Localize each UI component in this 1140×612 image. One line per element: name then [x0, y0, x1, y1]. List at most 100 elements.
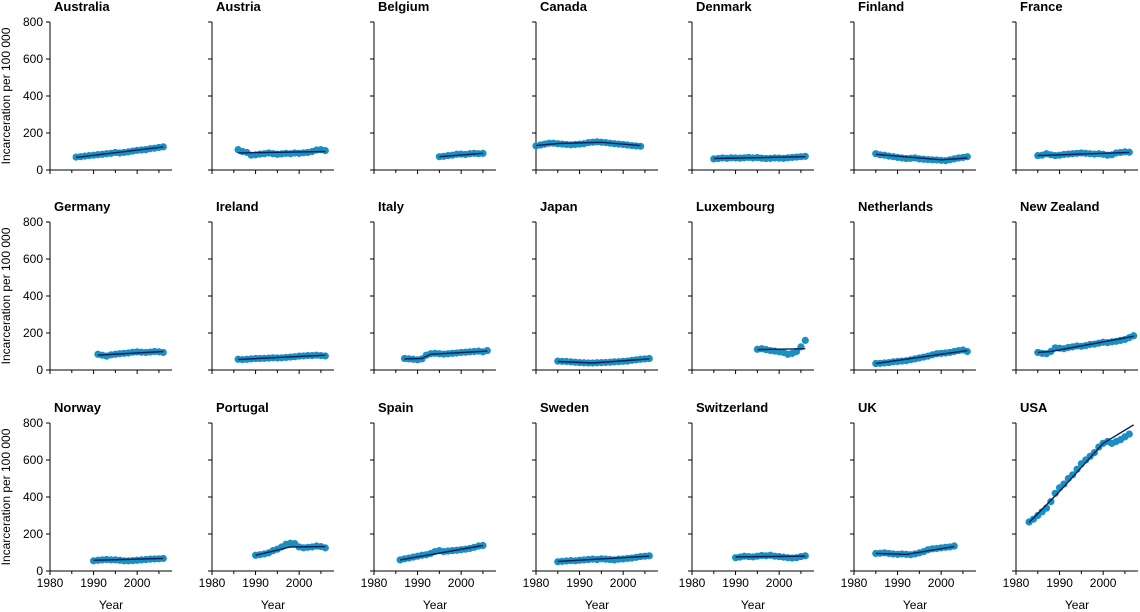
- y-tick-label: 400: [23, 89, 43, 103]
- x-axis-label: Year: [423, 598, 447, 612]
- x-tick-label: 2000: [1090, 576, 1117, 590]
- panel-canada: Canada: [532, 0, 658, 174]
- panel-title: Netherlands: [858, 199, 933, 214]
- x-tick-label: 1980: [841, 576, 868, 590]
- y-tick-label: 800: [23, 15, 43, 29]
- data-point: [321, 544, 329, 552]
- panel-title: UK: [858, 400, 877, 415]
- x-tick-label: 1980: [1003, 576, 1030, 590]
- x-axis-label: Year: [1065, 598, 1089, 612]
- x-tick-label: 1990: [404, 576, 431, 590]
- fit-line: [404, 350, 488, 360]
- data-point: [483, 346, 491, 355]
- y-tick-label: 800: [23, 416, 43, 430]
- panel-title: Switzerland: [696, 400, 768, 415]
- fit-line: [535, 141, 641, 147]
- data-point: [321, 352, 329, 360]
- panel-germany: Germany 0 200 400 600 800 Incarceration per 10…: [0, 199, 172, 377]
- y-tick-label: 200: [23, 126, 43, 140]
- panel-title: Austria: [216, 0, 262, 14]
- y-axis-label: Incarceration per 100 000: [0, 227, 13, 364]
- x-tick-label: 1980: [679, 576, 706, 590]
- y-axis-label: Incarceration per 100 000: [0, 27, 13, 164]
- panel-title: Germany: [54, 199, 111, 214]
- data-point: [321, 146, 329, 155]
- panel-title: Denmark: [696, 0, 752, 14]
- panel-title: Italy: [378, 199, 405, 214]
- data-point: [1051, 489, 1059, 497]
- fit-line: [713, 156, 806, 160]
- panel-title: Finland: [858, 0, 904, 14]
- y-tick-label: 800: [23, 215, 43, 229]
- x-tick-label: 1990: [566, 576, 593, 590]
- y-axis-label: Incarceration per 100 000: [0, 428, 13, 565]
- x-tick-label: 1990: [242, 576, 269, 590]
- fit-line: [557, 358, 650, 364]
- x-tick-label: 1980: [361, 576, 388, 590]
- fit-line: [1028, 424, 1134, 523]
- x-tick-label: 2000: [928, 576, 955, 590]
- panel-denmark: Denmark: [688, 0, 814, 174]
- panel-ireland: Ireland: [208, 199, 334, 374]
- x-tick-label: 2000: [766, 576, 793, 590]
- panel-australia: Australia 0 200 400 600 800 Incarceration per …: [0, 0, 172, 177]
- fit-line: [557, 555, 650, 563]
- data-point: [801, 336, 809, 344]
- panel-title: Luxembourg: [696, 199, 775, 214]
- y-tick-label: 200: [23, 326, 43, 340]
- x-tick-label: 1990: [1046, 576, 1073, 590]
- fit-line: [97, 350, 164, 356]
- panel-luxembourg: Luxembourg: [688, 199, 814, 374]
- x-tick-label: 1980: [37, 576, 64, 590]
- panel-title: Portugal: [216, 400, 269, 415]
- fit-line: [399, 544, 484, 561]
- fit-line: [238, 150, 326, 154]
- y-tick-label: 0: [36, 363, 43, 377]
- fit-line: [76, 146, 164, 159]
- fit-line: [875, 153, 968, 161]
- data-point: [636, 142, 645, 150]
- panel-title: France: [1020, 0, 1063, 14]
- y-tick-label: 0: [36, 564, 43, 578]
- panel-belgium: Belgium: [370, 0, 496, 174]
- x-tick-label: 1980: [523, 576, 550, 590]
- x-axis-label: Year: [741, 598, 765, 612]
- x-axis-label: Year: [261, 598, 285, 612]
- y-tick-label: 600: [23, 453, 43, 467]
- x-tick-label: 1990: [80, 576, 107, 590]
- data-point: [1130, 332, 1138, 340]
- y-tick-label: 400: [23, 289, 43, 303]
- fit-line: [735, 555, 806, 558]
- panel-title: New Zealand: [1020, 199, 1100, 214]
- fit-line: [1037, 335, 1134, 354]
- data-point: [159, 348, 167, 357]
- panel-japan: Japan: [532, 199, 658, 374]
- x-axis-label: Year: [585, 598, 609, 612]
- fit-line: [93, 557, 164, 561]
- panel-title: Canada: [540, 0, 588, 14]
- fit-line: [255, 545, 326, 556]
- x-tick-label: 1990: [884, 576, 911, 590]
- panel-title: Norway: [54, 400, 102, 415]
- data-point: [963, 347, 971, 356]
- panel-title: Australia: [54, 0, 110, 14]
- fit-line: [238, 354, 326, 361]
- panel-title: Japan: [540, 199, 578, 214]
- y-tick-label: 0: [36, 163, 43, 177]
- data-point: [645, 552, 653, 560]
- data-point: [950, 542, 958, 550]
- panel-france: France: [1012, 0, 1138, 174]
- y-tick-label: 400: [23, 490, 43, 504]
- fit-line: [1037, 151, 1130, 157]
- x-tick-label: 1980: [199, 576, 226, 590]
- y-tick-label: 600: [23, 252, 43, 266]
- data-point: [479, 149, 487, 157]
